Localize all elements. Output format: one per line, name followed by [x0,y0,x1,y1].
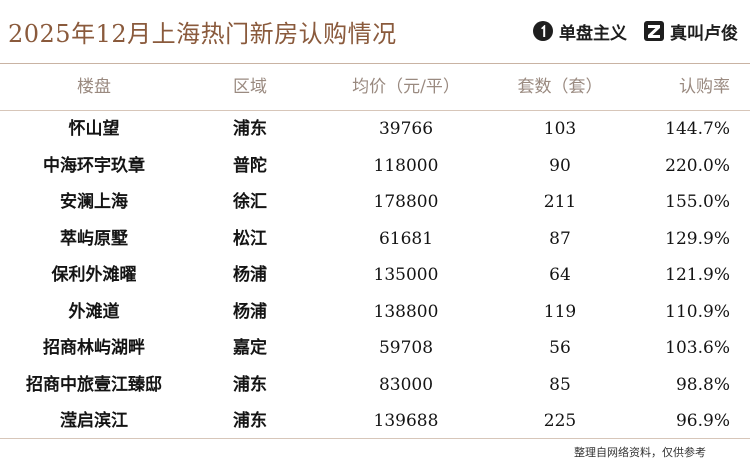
table-row: 滢启滨江 浦东 139688 225 96.9% [0,403,750,440]
brand-name: 真叫卢俊 [670,23,738,44]
footer-note: 整理自网络资料，仅供参考 [574,446,706,459]
page-title: 2025年12月上海热门新房认购情况 [8,20,397,48]
cell-project-name: 外滩道 [68,301,120,322]
cell-district: 松江 [233,228,267,249]
column-header-subscription-rate: 认购率 [679,77,730,97]
table-row: 招商中旅壹江臻邸 浦东 83000 85 98.8% [0,367,750,404]
cell-subscription-rate: 129.9% [665,228,730,249]
cell-district: 嘉定 [233,338,267,358]
cell-subscription-rate: 98.8% [675,374,730,395]
cell-avg-price: 39766 [378,119,434,139]
cell-subscription-rate: 144.7% [665,119,730,139]
cell-units: 119 [543,301,577,322]
cell-avg-price: 138800 [373,301,439,322]
table-row: 外滩道 杨浦 138800 119 110.9% [0,294,750,331]
cell-units: 85 [549,374,571,395]
cell-project-name: 滢启滨江 [60,411,128,431]
table-body: 怀山望 浦东 39766 103 144.7% 中海环宇玖章 普陀 118000 90 220.0… [0,111,750,440]
cell-avg-price: 178800 [373,192,439,212]
cell-subscription-rate: 110.9% [665,301,730,322]
cell-project-name: 保利外滩曜 [51,265,137,285]
cell-units: 211 [543,192,577,212]
divider [0,438,750,439]
table-row: 招商林屿湖畔 嘉定 59708 56 103.6% [0,330,750,367]
cell-avg-price: 59708 [378,338,434,358]
cell-project-name: 招商中旅壹江臻邸 [26,374,162,395]
cell-project-name: 怀山望 [68,119,120,139]
zhenjiao-logo-icon [644,21,664,41]
cell-avg-price: 139688 [373,411,439,431]
cell-district: 杨浦 [233,301,267,322]
cell-district: 浦东 [233,411,267,431]
cell-avg-price: 83000 [378,374,434,395]
cell-subscription-rate: 121.9% [665,265,730,285]
brand-name: 单盘主义 [559,23,627,44]
single-disk-logo-icon [533,21,553,41]
brand-single-disk: 单盘主义 [532,19,627,44]
table-row: 安澜上海 徐汇 178800 211 155.0% [0,184,750,221]
table-row: 怀山望 浦东 39766 103 144.7% [0,111,750,148]
column-header-project: 楼盘 [77,77,111,97]
cell-subscription-rate: 155.0% [665,192,730,212]
brand-logos: 单盘主义 真叫卢俊 [532,16,738,46]
cell-project-name: 萃屿原墅 [60,228,128,249]
cell-project-name: 中海环宇玖章 [43,155,145,176]
cell-units: 90 [549,155,571,176]
cell-avg-price: 61681 [378,228,434,249]
cell-units: 103 [543,119,577,139]
cell-district: 浦东 [233,119,267,139]
cell-subscription-rate: 220.0% [665,155,730,176]
table-row: 保利外滩曜 杨浦 135000 64 121.9% [0,257,750,294]
cell-units: 56 [549,338,571,358]
cell-district: 普陀 [233,155,267,176]
cell-district: 杨浦 [233,265,267,285]
table-header: 楼盘 区域 均价（元/平） 套数（套） 认购率 [0,64,750,111]
column-header-avg-price: 均价（元/平） [352,77,460,97]
cell-units: 87 [549,228,571,249]
cell-avg-price: 135000 [373,265,439,285]
cell-project-name: 安澜上海 [60,192,128,212]
header: 2025年12月上海热门新房认购情况 单盘主义 真叫卢俊 [0,0,750,64]
table-row: 萃屿原墅 松江 61681 87 129.9% [0,221,750,258]
column-header-units: 套数（套） [517,77,603,97]
divider [0,63,750,64]
data-table: 楼盘 区域 均价（元/平） 套数（套） 认购率 怀山望 浦东 39766 103 144… [0,64,750,440]
brand-zhenjiao: 真叫卢俊 [643,19,738,44]
table-row: 中海环宇玖章 普陀 118000 90 220.0% [0,148,750,185]
cell-avg-price: 118000 [373,155,439,176]
cell-units: 225 [543,411,577,431]
cell-district: 徐汇 [233,192,267,212]
cell-units: 64 [549,265,571,285]
cell-subscription-rate: 96.9% [675,411,730,431]
cell-subscription-rate: 103.6% [665,338,730,358]
cell-district: 浦东 [233,374,267,395]
cell-project-name: 招商林屿湖畔 [43,338,145,358]
column-header-district: 区域 [233,77,267,97]
